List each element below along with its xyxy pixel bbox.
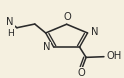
Text: N: N — [91, 27, 98, 37]
Text: N: N — [6, 17, 14, 27]
Text: O: O — [78, 68, 85, 78]
Text: OH: OH — [106, 51, 122, 61]
Text: H: H — [7, 29, 14, 38]
Text: N: N — [43, 42, 50, 52]
Text: O: O — [64, 12, 72, 22]
